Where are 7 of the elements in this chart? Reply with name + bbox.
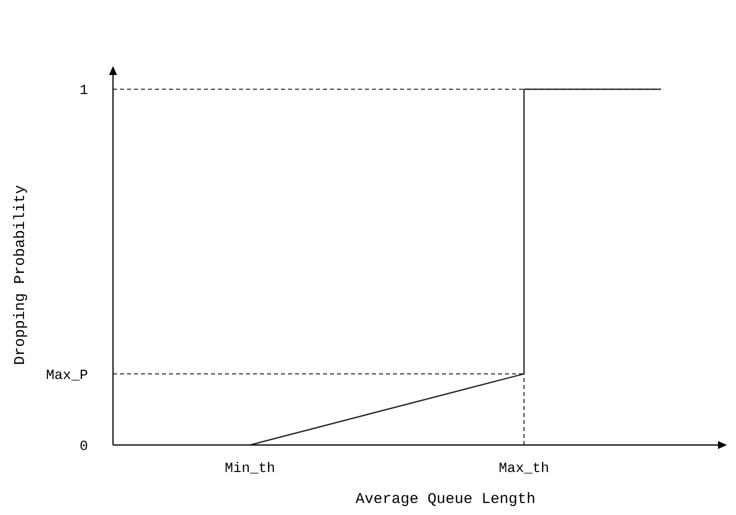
y-axis-title: Dropping Probability — [12, 184, 29, 366]
y-tick-label: 1 — [80, 83, 88, 100]
x-tick-label: Min_th — [224, 461, 276, 477]
y-tick-label: 0 — [80, 439, 88, 455]
y-tick-label: Max_P — [46, 368, 88, 384]
x-tick-label: Max_th — [498, 461, 550, 477]
x-axis-title: Average Queue Length — [355, 491, 536, 508]
